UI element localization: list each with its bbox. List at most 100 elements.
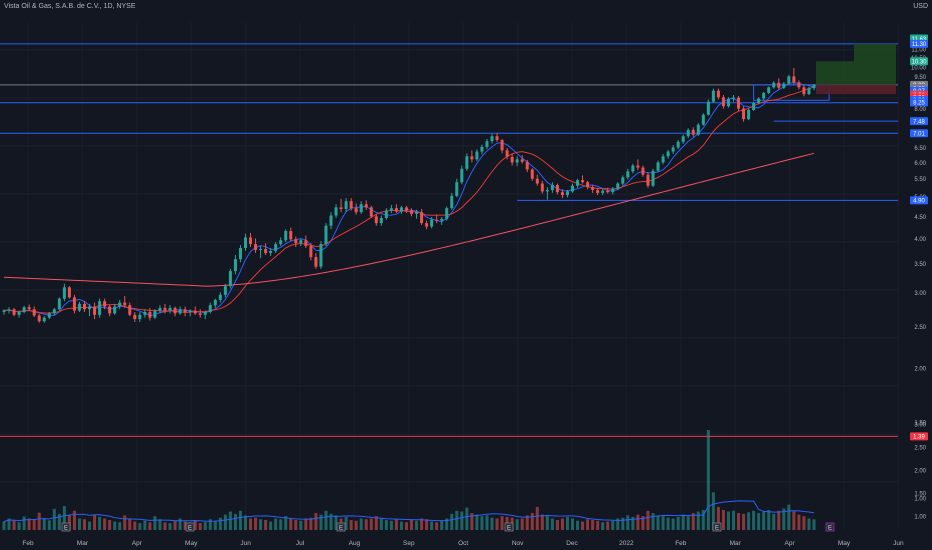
candle-body — [631, 165, 635, 172]
volume-bar — [203, 522, 207, 530]
candle-body — [716, 90, 720, 98]
x-axis-tick: May — [838, 540, 851, 547]
volume-bar — [178, 518, 182, 530]
earnings-marker: E — [712, 522, 722, 532]
candle-body — [490, 136, 494, 142]
volume-bar — [47, 520, 51, 530]
candle-body — [389, 208, 393, 211]
volume-bar — [535, 506, 539, 530]
volume-bar — [540, 514, 544, 530]
candle-body — [520, 159, 524, 162]
candle-body — [515, 159, 519, 163]
volume-bar — [752, 510, 756, 530]
volume-bar — [128, 518, 132, 530]
volume-bar — [415, 520, 419, 530]
grid — [0, 22, 899, 530]
volume-bar — [591, 520, 595, 530]
volume-bar — [576, 520, 580, 530]
candle-body — [480, 146, 484, 152]
price-axis-tick: 6.00 — [914, 161, 926, 167]
volume-bar — [797, 514, 801, 530]
earnings-badge — [825, 522, 835, 532]
volume-bar — [586, 519, 590, 530]
earnings-badge — [61, 522, 71, 532]
x-axis-tick: Feb — [675, 540, 687, 547]
price-label-badge — [910, 39, 928, 48]
volume-bar — [737, 513, 741, 530]
candle-body — [621, 177, 625, 184]
volume-bar — [193, 520, 197, 530]
price-axis-tick: 1.00 — [914, 497, 926, 503]
candle-body — [324, 225, 328, 245]
candle-body — [636, 165, 640, 168]
candle-body — [711, 90, 715, 102]
volume-bar — [611, 520, 615, 530]
candle-body — [369, 207, 373, 217]
candle-body — [535, 178, 539, 184]
earnings-marker: E — [504, 522, 514, 532]
candle-body — [807, 88, 811, 95]
candle-body — [384, 210, 388, 219]
candle-body — [62, 287, 66, 299]
candle-body — [686, 129, 690, 137]
volume-bar — [163, 522, 167, 530]
volume-bar — [183, 521, 187, 530]
candle-body — [284, 231, 288, 241]
x-axis-tick: Dec — [566, 540, 578, 547]
candle-body — [410, 210, 414, 214]
volume-bar — [228, 511, 232, 530]
volume-axis-tick: 1.00 — [914, 515, 926, 521]
candle-body — [77, 303, 81, 311]
candle-body — [228, 271, 232, 287]
volume-bar — [782, 508, 786, 530]
volume-bar — [475, 514, 479, 530]
candle-body — [12, 309, 16, 315]
candle-body — [435, 219, 439, 221]
volume-bar — [681, 514, 685, 530]
volume-bar — [495, 518, 499, 530]
candle-body — [505, 150, 509, 157]
candle-body — [213, 299, 217, 306]
candle-body — [399, 207, 403, 212]
candle-body — [163, 307, 167, 311]
candle-body — [82, 303, 87, 310]
volume-bar — [394, 519, 398, 530]
volume-bar — [571, 518, 575, 530]
candle-body — [530, 169, 534, 179]
profit-zone-2 — [854, 43, 896, 85]
volume-bar — [349, 520, 353, 530]
volume-bar — [198, 523, 202, 530]
price-label-text: 1.39 — [913, 435, 925, 441]
volume-bar — [62, 506, 66, 530]
candle-body — [586, 182, 590, 188]
volume-bar — [490, 517, 494, 530]
volume-bar — [651, 513, 655, 530]
volume-bar — [762, 511, 766, 530]
candle-body — [128, 305, 132, 315]
volume-bar — [254, 517, 258, 530]
candle-body — [777, 82, 781, 88]
volume-axis-tick: 2.00 — [914, 469, 926, 475]
volume-bar — [384, 520, 388, 530]
price-label-text: 7.48 — [913, 119, 925, 125]
volume-bar — [450, 513, 454, 530]
volume-bar — [52, 508, 56, 530]
candle-body — [52, 309, 56, 314]
candle-body — [540, 183, 544, 192]
candle-body — [445, 208, 449, 219]
candle-body — [218, 294, 222, 300]
price-label-text: 8.25 — [913, 101, 925, 107]
volume-bar — [686, 516, 690, 530]
x-axis-tick: Apr — [785, 540, 796, 547]
volume-bar — [379, 518, 383, 530]
volume-bar — [671, 518, 675, 530]
candle-body — [254, 244, 258, 250]
price-axis-tick: 4.00 — [914, 237, 926, 243]
volume-bar — [742, 513, 746, 530]
volume-bar — [420, 518, 424, 530]
profit-zone-1 — [816, 61, 854, 85]
volume-bar — [108, 520, 112, 530]
candle-body — [470, 156, 474, 160]
